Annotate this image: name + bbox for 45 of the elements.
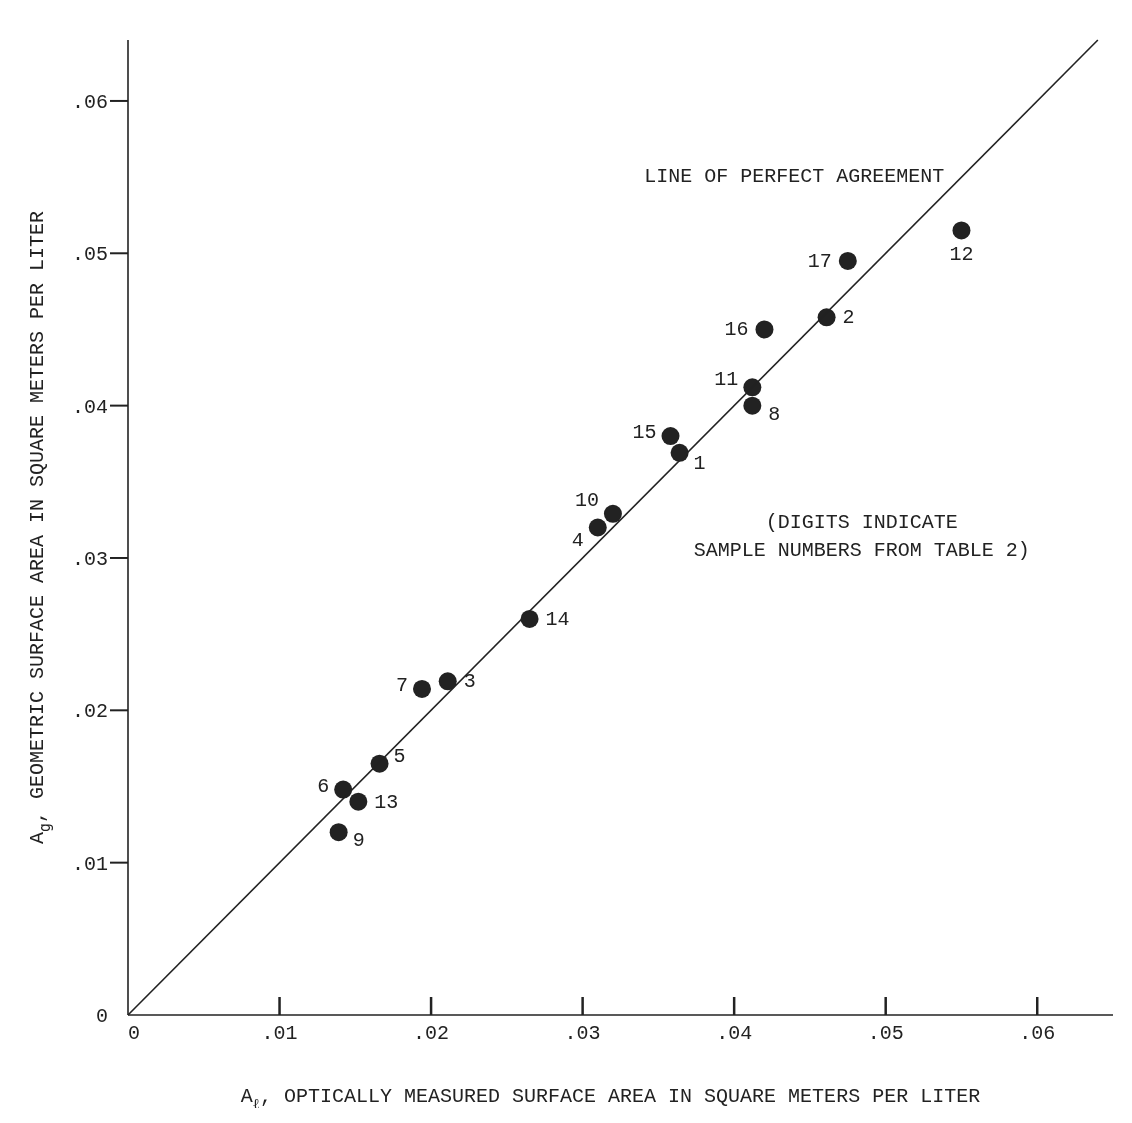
- y-tick-label: .02: [71, 700, 108, 724]
- annotation: 5: [393, 744, 406, 768]
- x-tick-label: 0: [127, 1022, 141, 1045]
- point: [588, 518, 607, 537]
- point: [438, 672, 457, 691]
- point: [334, 780, 353, 799]
- x-tick-label: .05: [867, 1022, 904, 1045]
- annotation: 3: [463, 670, 476, 694]
- annotation: 13: [374, 790, 399, 814]
- point: [349, 792, 368, 811]
- y-tick-label: .03: [71, 547, 108, 571]
- annotation: 9: [352, 829, 365, 853]
- annotation: 16: [724, 318, 749, 342]
- x-tick-label: .04: [716, 1022, 753, 1045]
- annotation: 2: [842, 306, 855, 330]
- annotation: 10: [574, 488, 599, 512]
- x-tick-label: .02: [413, 1022, 450, 1045]
- x-tick-label: .03: [564, 1022, 601, 1045]
- point: [412, 679, 431, 698]
- y-tick-label: .04: [71, 395, 108, 419]
- annotation: 1: [693, 451, 706, 475]
- y-tick-label: .05: [71, 243, 108, 267]
- point: [952, 221, 971, 240]
- annotation: 8: [768, 402, 781, 426]
- point: [661, 427, 680, 446]
- y-tick-label: .01: [71, 852, 108, 876]
- x-tick-label: .06: [1019, 1022, 1056, 1045]
- annotation: 15: [632, 421, 657, 445]
- annotation: 17: [807, 249, 832, 273]
- point: [755, 320, 774, 339]
- series-label: LINE OF PERFECT AGREEMENT: [644, 165, 945, 189]
- annotation: 6: [317, 774, 330, 798]
- annotation: (DIGITS INDICATE SAMPLE NUMBERS FROM TABLE 2): [693, 510, 1030, 562]
- annotation: 4: [571, 528, 584, 552]
- annotation: 12: [949, 243, 974, 267]
- point: [603, 504, 622, 523]
- point: [329, 823, 348, 842]
- y-tick-label: .06: [71, 90, 108, 114]
- x-tick-label: .01: [261, 1022, 298, 1045]
- annotation: 11: [714, 368, 739, 392]
- annotation: 14: [545, 607, 570, 631]
- y-tick-label: 0: [95, 1005, 108, 1028]
- point: [838, 251, 857, 270]
- annotation: 7: [395, 673, 408, 697]
- point: [743, 396, 762, 415]
